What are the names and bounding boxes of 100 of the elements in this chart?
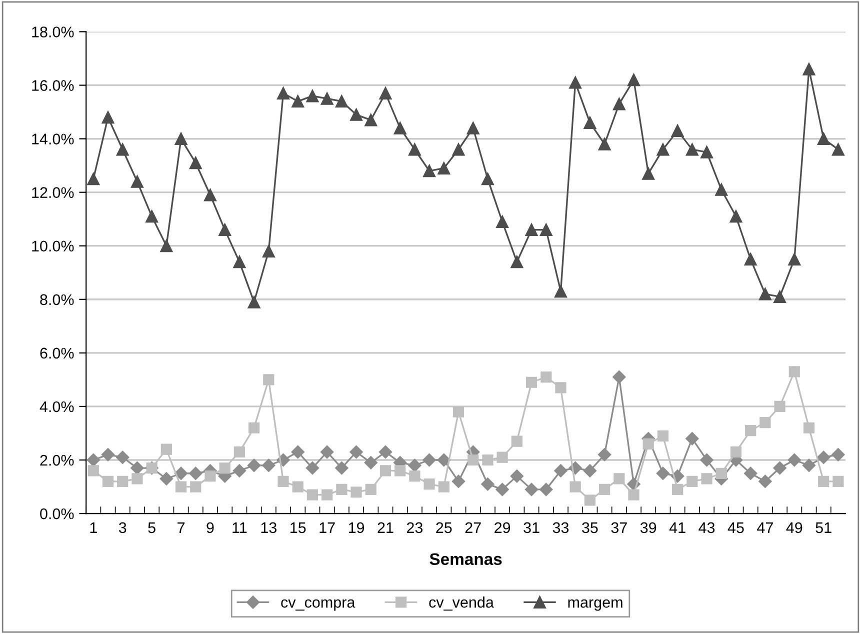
point bbox=[102, 476, 114, 487]
point bbox=[686, 476, 698, 487]
point bbox=[262, 458, 276, 472]
point bbox=[422, 453, 436, 467]
y-tick-label: 12.0% bbox=[32, 187, 74, 198]
point bbox=[146, 210, 158, 223]
point bbox=[524, 482, 538, 496]
point bbox=[832, 143, 844, 156]
point bbox=[394, 465, 406, 476]
point bbox=[350, 108, 363, 121]
x-tick-label: 33 bbox=[552, 522, 569, 534]
point bbox=[482, 454, 494, 466]
point bbox=[730, 210, 742, 223]
x-tick-label: 43 bbox=[698, 522, 715, 534]
point bbox=[378, 445, 392, 459]
x-axis-title: Semanas bbox=[430, 553, 502, 566]
point bbox=[758, 288, 772, 300]
x-tick-label: 1 bbox=[90, 522, 97, 533]
point bbox=[468, 454, 479, 466]
point bbox=[511, 436, 522, 447]
point bbox=[189, 156, 202, 170]
x-tick-label: 5 bbox=[148, 522, 156, 534]
point bbox=[117, 476, 128, 487]
point bbox=[584, 494, 596, 506]
point bbox=[730, 446, 742, 458]
point bbox=[672, 484, 684, 496]
x-tick-label: 27 bbox=[465, 522, 481, 533]
point bbox=[788, 252, 801, 266]
x-tick-label: 19 bbox=[348, 522, 364, 534]
point bbox=[379, 87, 392, 100]
point bbox=[540, 482, 553, 496]
point bbox=[612, 370, 626, 384]
x-tick-label: 25 bbox=[436, 522, 452, 534]
point bbox=[160, 472, 174, 486]
x-tick-label: 37 bbox=[611, 522, 627, 534]
point bbox=[774, 400, 786, 412]
point bbox=[452, 474, 466, 488]
point bbox=[584, 116, 596, 129]
point bbox=[204, 470, 216, 482]
point bbox=[554, 464, 568, 478]
point bbox=[248, 296, 260, 308]
point bbox=[291, 445, 304, 459]
point bbox=[130, 175, 144, 188]
point bbox=[598, 448, 612, 462]
point bbox=[598, 484, 610, 496]
x-tick-label: 51 bbox=[816, 522, 832, 534]
x-tick-label: 13 bbox=[261, 522, 276, 534]
y-tick-label: 2.0% bbox=[40, 454, 74, 466]
point bbox=[86, 453, 100, 467]
point bbox=[292, 95, 304, 108]
point bbox=[773, 461, 786, 475]
point bbox=[700, 453, 714, 467]
x-tick-label: 15 bbox=[290, 522, 306, 534]
x-tick-label: 31 bbox=[524, 522, 540, 534]
point bbox=[802, 62, 816, 76]
y-tick-label: 18.0% bbox=[32, 26, 74, 38]
point bbox=[642, 438, 654, 450]
point bbox=[262, 244, 275, 258]
point bbox=[234, 446, 245, 458]
x-tick-label: 17 bbox=[320, 522, 335, 533]
point bbox=[130, 461, 144, 475]
x-tick-label: 29 bbox=[494, 522, 510, 534]
y-tick-label: 0.0% bbox=[40, 508, 74, 520]
point bbox=[788, 366, 800, 378]
point bbox=[612, 98, 626, 110]
point bbox=[380, 465, 392, 476]
y-tick-label: 4.0% bbox=[40, 401, 74, 412]
point bbox=[598, 138, 611, 150]
point bbox=[555, 382, 566, 394]
point bbox=[306, 489, 318, 500]
point bbox=[263, 374, 274, 386]
point bbox=[350, 486, 362, 498]
point bbox=[656, 143, 670, 156]
point bbox=[278, 476, 289, 487]
point bbox=[292, 481, 304, 492]
point bbox=[656, 466, 670, 480]
point bbox=[218, 224, 232, 236]
y-tick-label: 10.0% bbox=[32, 240, 74, 252]
point bbox=[248, 422, 260, 434]
point bbox=[540, 371, 552, 383]
point bbox=[364, 456, 378, 470]
point bbox=[116, 143, 129, 156]
point bbox=[745, 425, 756, 436]
point bbox=[496, 216, 509, 228]
point bbox=[744, 466, 758, 480]
point bbox=[190, 481, 202, 492]
y-tick-label: 16.0% bbox=[32, 80, 74, 91]
point bbox=[320, 445, 334, 459]
y-tick-label: 8.0% bbox=[40, 294, 74, 306]
point bbox=[219, 462, 230, 474]
point bbox=[204, 188, 216, 202]
point bbox=[438, 481, 450, 492]
point bbox=[408, 143, 421, 156]
y-tick-label: 6.0% bbox=[40, 348, 74, 359]
point bbox=[627, 74, 640, 86]
legend-label: margem bbox=[568, 599, 622, 611]
point bbox=[88, 465, 99, 476]
point bbox=[817, 450, 830, 464]
point bbox=[277, 87, 290, 100]
point bbox=[554, 285, 567, 298]
